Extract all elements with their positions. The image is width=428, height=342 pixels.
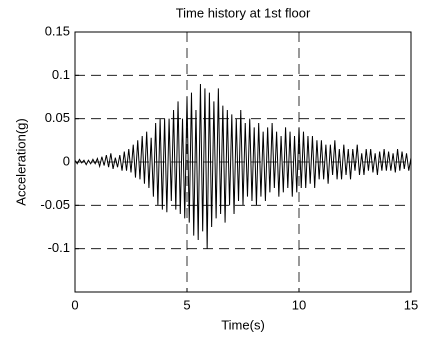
x-tick-label: 10 (292, 297, 306, 312)
x-tick-label: 0 (71, 297, 78, 312)
y-tick-label: 0 (63, 153, 70, 168)
y-tick-label: 0.15 (45, 23, 70, 38)
plot-frame (74, 31, 412, 293)
x-axis-label: Time(s) (221, 317, 265, 332)
y-tick-label: -0.1 (48, 240, 70, 255)
y-tick-label: -0.05 (40, 197, 70, 212)
chart-title: Time history at 1st floor (176, 5, 311, 20)
x-tick-label: 15 (404, 297, 418, 312)
x-tick-label: 5 (183, 297, 190, 312)
y-tick-label: 0.1 (52, 67, 70, 82)
data-line (74, 83, 412, 249)
y-tick-label: 0.05 (45, 110, 70, 125)
y-axis-label: Acceleration(g) (13, 118, 28, 205)
